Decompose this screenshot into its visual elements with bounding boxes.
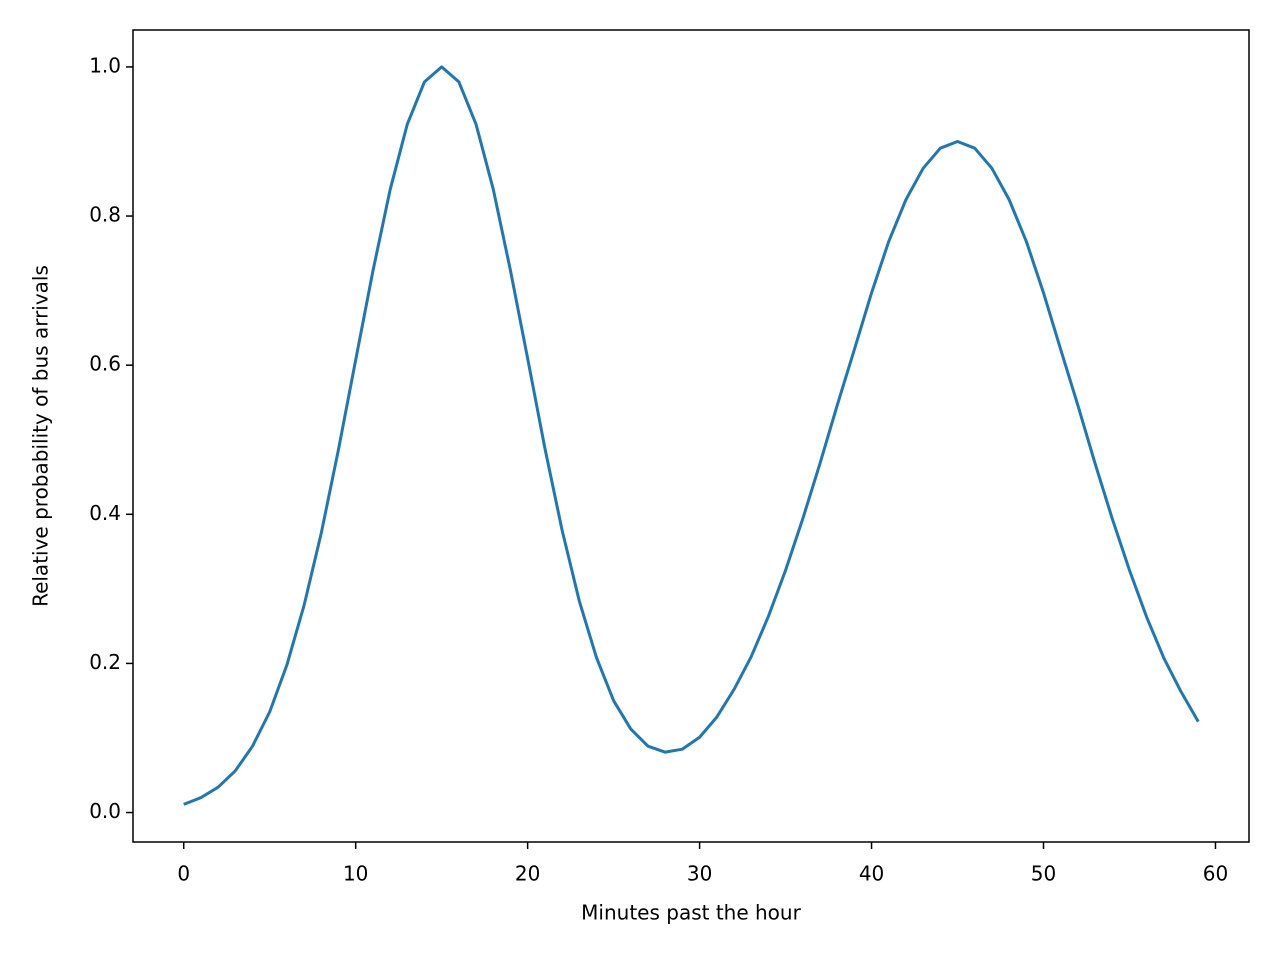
data-line (183, 65, 1200, 806)
y-tick-label: 0.0 (89, 799, 121, 823)
y-tick-label: 1.0 (89, 53, 121, 77)
y-tick-label: 0.8 (89, 203, 121, 227)
x-axis-label: Minutes past the hour (581, 901, 801, 925)
x-tick-label: 10 (343, 862, 368, 886)
x-tick-label: 0 (177, 862, 190, 886)
x-tick-label: 60 (1203, 862, 1228, 886)
x-tick-label: 40 (859, 862, 884, 886)
x-tick-label: 20 (515, 862, 540, 886)
axes-frame (132, 29, 1250, 843)
y-tick-label: 0.6 (89, 352, 121, 376)
x-tick-label: 50 (1031, 862, 1056, 886)
y-axis-label: Relative probability of bus arrivals (29, 265, 53, 607)
y-tick-label: 0.2 (89, 650, 121, 674)
y-tick-label: 0.4 (89, 501, 121, 525)
x-tick-label: 30 (687, 862, 712, 886)
